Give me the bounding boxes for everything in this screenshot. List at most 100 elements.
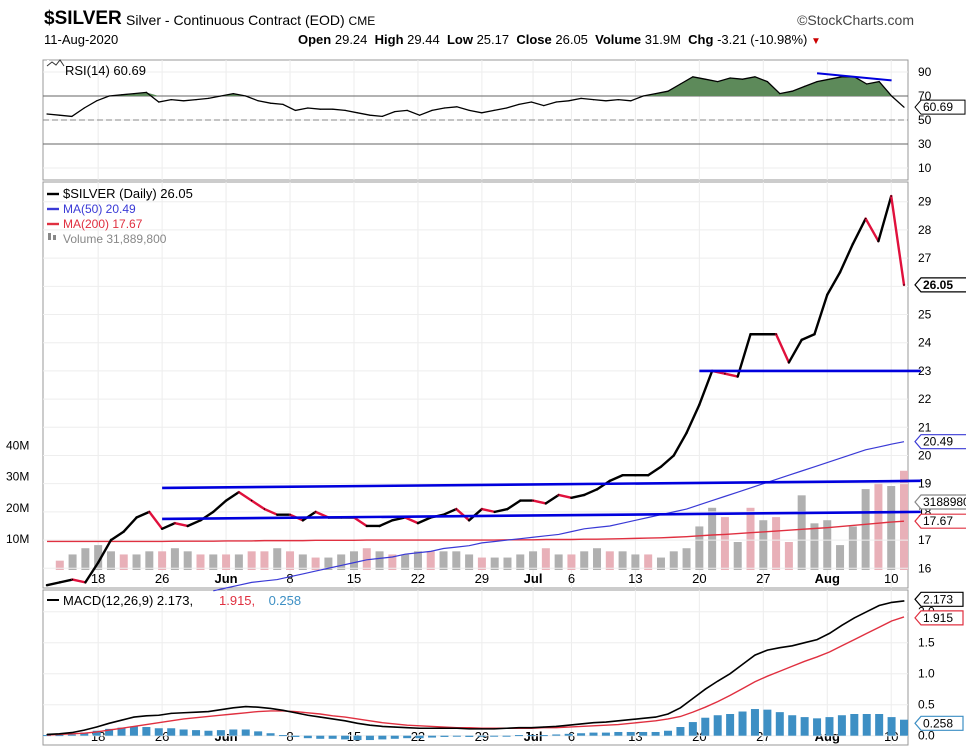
price-point <box>724 373 726 375</box>
price-segment <box>877 194 893 243</box>
price-point <box>647 474 649 476</box>
volume-bar <box>298 554 307 570</box>
rsi-point <box>890 95 893 97</box>
price-point <box>583 494 585 496</box>
price-trendline <box>162 510 921 521</box>
price-legend-entry: $SILVER (Daily) 26.05 <box>63 186 193 201</box>
macd-y-tick: 0.0 <box>918 729 935 743</box>
price-y-tick: 16 <box>918 561 932 575</box>
macd-legend-entry: 1.915, <box>219 593 255 608</box>
rsi-point <box>828 78 831 80</box>
rsi-point <box>195 99 197 101</box>
macd-hist-bar <box>241 729 250 736</box>
rsi-point <box>319 108 321 110</box>
x-tick-label: Jul <box>524 571 543 586</box>
price-segment <box>173 521 189 528</box>
macd-hist-bar <box>614 731 623 736</box>
volume-bar <box>900 470 908 570</box>
macd-hist-bar <box>639 731 648 736</box>
macd-hist-bar <box>527 735 536 737</box>
price-point <box>493 511 496 513</box>
macd-point <box>443 727 446 729</box>
x-tick-label: 13 <box>628 729 642 744</box>
macd-hist-bar <box>229 729 238 736</box>
price-segment <box>685 403 701 435</box>
volume-bar <box>311 557 320 570</box>
rsi-point <box>543 105 545 107</box>
macd-point <box>419 727 421 729</box>
volume-bar <box>874 482 883 570</box>
price-legend-entry: Volume 31,889,800 <box>63 232 167 246</box>
macd-point <box>282 709 284 711</box>
ma200-line <box>47 520 905 543</box>
rsi-point <box>878 81 880 83</box>
macd-point <box>828 632 831 635</box>
price-point <box>660 466 662 468</box>
price-point <box>570 497 573 499</box>
macd-hist-bar <box>477 735 486 737</box>
price-point <box>506 508 509 510</box>
volume-y-tick: 10M <box>6 532 29 546</box>
volume-bar <box>119 554 128 570</box>
macd-point <box>729 673 731 675</box>
macd-point <box>207 710 210 713</box>
price-segment <box>659 454 675 468</box>
macd-hist-bar <box>117 727 126 736</box>
change-value: -3.21 (-10.98%) <box>717 32 808 47</box>
macd-hist-bar <box>701 717 710 736</box>
macd-hist-bar <box>278 735 287 737</box>
macd-point <box>468 728 470 730</box>
rsi-point <box>866 83 868 85</box>
macd-point <box>195 711 197 713</box>
volume-bar <box>836 545 845 570</box>
stockcharts-logo[interactable]: ©StockCharts.com <box>797 12 914 28</box>
volume-value-box <box>914 494 966 510</box>
macd-hist-bar <box>428 735 437 738</box>
rsi-point <box>356 112 359 114</box>
price-segment <box>646 465 663 477</box>
rsi-point <box>443 107 446 109</box>
high-value: 29.44 <box>407 32 440 47</box>
volume-bar <box>631 554 640 570</box>
macd-point <box>704 688 706 690</box>
rsi-legend: RSI(14) 60.69 <box>65 63 146 78</box>
rsi-point <box>207 97 210 99</box>
macd-point <box>903 600 905 602</box>
volume-bar <box>196 554 205 570</box>
price-trendline <box>162 479 921 490</box>
price-y-tick: 27 <box>918 251 932 265</box>
macd-point <box>245 705 247 708</box>
volume-bar <box>273 548 282 570</box>
macd-point <box>108 722 110 724</box>
price-point <box>212 511 214 513</box>
macd-point <box>232 707 234 709</box>
price-segment <box>263 507 279 516</box>
x-tick-label: 22 <box>411 571 425 586</box>
macd-point <box>120 719 123 721</box>
macd-point <box>530 727 532 729</box>
rsi-point <box>704 78 706 80</box>
rsi-point <box>679 83 682 85</box>
rsi-y-tick: 10 <box>918 161 932 175</box>
volume-bar <box>68 554 77 570</box>
rsi-line <box>46 76 905 118</box>
volume-bar <box>784 542 793 570</box>
macd-hist-bar <box>577 733 586 736</box>
macd-hist-bar <box>167 728 176 736</box>
price-segment <box>787 338 803 364</box>
price-point <box>852 243 854 245</box>
rsi-point <box>654 93 657 95</box>
close-value-label: 26.05 <box>923 278 953 292</box>
macd-point <box>381 725 383 728</box>
macd-hist-bar <box>763 709 772 736</box>
rsi-point <box>108 95 110 97</box>
ma50-value-box <box>914 434 966 450</box>
macd-point <box>804 642 806 644</box>
volume-bar <box>503 557 512 570</box>
rsi-point <box>580 97 582 99</box>
rsi-point <box>257 100 259 102</box>
low-value: 25.17 <box>476 32 510 47</box>
price-point <box>378 525 381 527</box>
price-segment <box>58 578 74 584</box>
macd-point <box>406 727 408 729</box>
